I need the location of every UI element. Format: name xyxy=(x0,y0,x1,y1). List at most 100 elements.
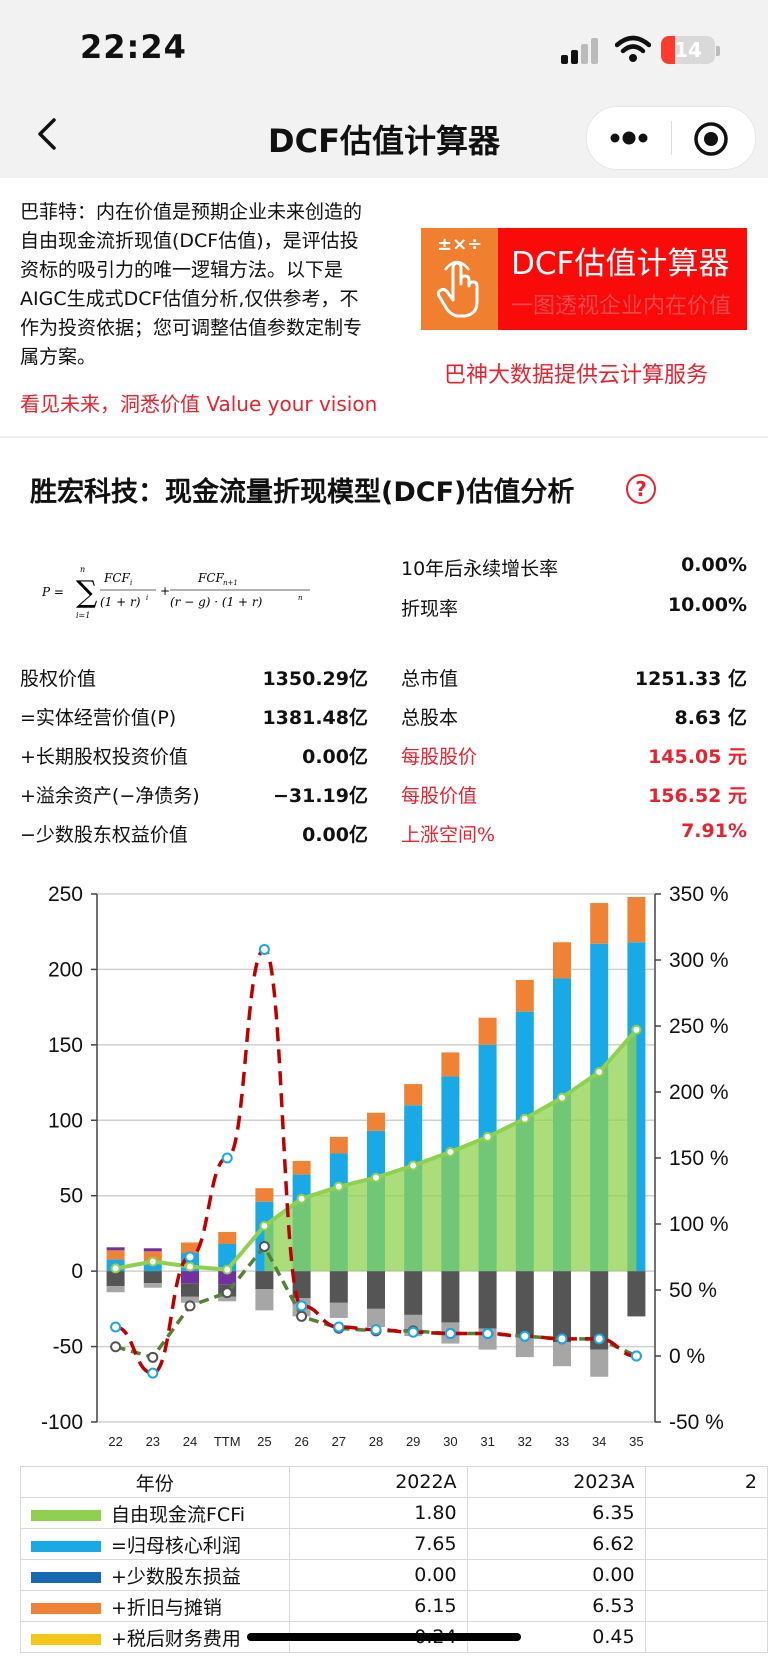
nav-bar: DCF估值计算器 xyxy=(0,98,768,178)
bar-capex xyxy=(553,1271,571,1343)
point-growth-green xyxy=(110,1341,122,1353)
legend-swatch xyxy=(31,1633,101,1645)
data-table: 年份 2022A 2023A 2 自由现金流FCFi 1.80 6.35 =归母… xyxy=(20,1466,768,1653)
y2-tick-label: 0 % xyxy=(669,1345,705,1368)
svg-text:FCF: FCF xyxy=(197,571,225,585)
bar-capex xyxy=(143,1271,162,1284)
value-amount: 0.00亿 xyxy=(302,824,368,846)
help-icon[interactable]: ? xyxy=(626,474,656,504)
market-label: 每股价值 xyxy=(401,785,478,807)
bar-working-capital xyxy=(515,1336,534,1358)
point-fcf xyxy=(259,1220,270,1231)
point-fcf xyxy=(110,1263,121,1274)
x-tick-label: 32 xyxy=(518,1434,532,1449)
point-growth-red xyxy=(221,1152,233,1164)
value-amount: 1381.48亿 xyxy=(262,707,368,729)
svg-text:n: n xyxy=(80,565,85,574)
market-value: 1251.33 亿 xyxy=(634,668,747,690)
point-growth-red xyxy=(630,1350,642,1362)
legend-swatch xyxy=(31,1540,101,1552)
svg-text:∑: ∑ xyxy=(76,575,98,610)
point-fcf xyxy=(147,1256,158,1267)
legend-swatch xyxy=(31,1509,101,1521)
page-title: DCF估值计算器 xyxy=(268,122,500,160)
value-label: −少数股东权益价值 xyxy=(20,824,188,846)
point-growth-green xyxy=(258,1240,270,1252)
divider xyxy=(0,436,768,438)
bar-depreciation xyxy=(590,903,609,944)
point-fcf xyxy=(222,1264,233,1275)
x-tick-label: TTM xyxy=(214,1434,241,1449)
x-tick-label: 34 xyxy=(592,1434,606,1449)
analysis-title: 胜宏科技：现金流量折现模型(DCF)估值分析 xyxy=(30,477,575,508)
bar-working-capital xyxy=(553,1342,571,1367)
table-row: 自由现金流FCFi 1.80 6.35 xyxy=(20,1497,768,1529)
param-value[interactable]: 0.00% xyxy=(681,554,747,576)
slogan: 看见未来，洞悉价值 Value your vision xyxy=(20,392,378,416)
x-tick-label: 30 xyxy=(443,1434,457,1449)
legend-swatch xyxy=(31,1602,101,1614)
back-icon[interactable] xyxy=(30,114,70,154)
bar-depreciation xyxy=(106,1250,125,1260)
bar-depreciation xyxy=(627,897,646,943)
bar-depreciation xyxy=(515,979,534,1012)
point-fcf xyxy=(333,1181,344,1192)
bar-working-capital xyxy=(106,1286,125,1293)
market-value: 156.52 元 xyxy=(648,785,747,807)
point-fcf xyxy=(557,1092,567,1103)
point-growth-green xyxy=(147,1351,159,1363)
point-growth-red xyxy=(407,1326,419,1338)
home-indicator[interactable] xyxy=(247,1633,521,1641)
bar-capex xyxy=(627,1271,646,1317)
point-fcf xyxy=(371,1172,381,1183)
point-growth-red xyxy=(258,943,270,955)
point-growth-red xyxy=(110,1321,122,1333)
market-value: 145.05 元 xyxy=(648,746,747,768)
point-growth-red xyxy=(444,1328,456,1340)
value-label: 股权价值 xyxy=(20,668,97,690)
point-growth-red xyxy=(482,1328,494,1340)
close-mini-program-icon[interactable] xyxy=(693,121,729,157)
bar-working-capital xyxy=(181,1296,199,1303)
value-label: +长期股权投资价值 xyxy=(20,746,188,768)
area-fcf xyxy=(264,1029,637,1272)
x-tick-label: 29 xyxy=(406,1434,420,1449)
bar-capex xyxy=(441,1271,460,1323)
point-fcf xyxy=(445,1146,456,1157)
param-value[interactable]: 10.00% xyxy=(667,594,747,616)
bar-other xyxy=(106,1247,125,1251)
point-fcf xyxy=(482,1131,493,1142)
y2-tick-label: -50 % xyxy=(669,1411,724,1434)
x-tick-label: 33 xyxy=(555,1434,569,1449)
svg-text:(1 + r): (1 + r) xyxy=(100,595,141,609)
signal-icon xyxy=(561,38,601,64)
x-tick-label: 35 xyxy=(629,1434,643,1449)
param-label: 10年后永续增长率 xyxy=(401,558,559,580)
svg-text:n+1: n+1 xyxy=(223,579,238,587)
bar-working-capital xyxy=(367,1308,385,1327)
bar-capex xyxy=(404,1271,423,1315)
point-growth-red xyxy=(556,1333,568,1345)
bar-other-negative xyxy=(218,1271,237,1285)
y2-tick-label: 300 % xyxy=(669,949,729,972)
bar-depreciation xyxy=(329,1136,348,1154)
market-value: 7.91% xyxy=(681,820,747,842)
point-growth-green xyxy=(296,1310,308,1322)
bar-depreciation xyxy=(367,1112,385,1131)
bar-depreciation xyxy=(181,1242,199,1254)
market-value: 8.63 亿 xyxy=(674,707,748,729)
x-tick-label: 25 xyxy=(257,1434,271,1449)
y-tick-label: -100 xyxy=(41,1411,83,1434)
bar-depreciation xyxy=(404,1084,423,1106)
legend-swatch xyxy=(31,1571,101,1583)
dcf-banner[interactable]: ±×÷ DCF估值计算器 一图透视企业内在价值 xyxy=(421,228,747,330)
point-growth-red xyxy=(147,1367,159,1379)
value-amount: −31.19亿 xyxy=(272,785,368,807)
point-fcf xyxy=(519,1113,530,1124)
bar-depreciation xyxy=(292,1161,311,1175)
bar-capex xyxy=(106,1271,125,1287)
y-tick-label: 0 xyxy=(71,1260,83,1283)
y2-tick-label: 100 % xyxy=(669,1213,729,1236)
more-icon[interactable] xyxy=(607,123,651,153)
value-amount: 0.00亿 xyxy=(302,746,368,768)
